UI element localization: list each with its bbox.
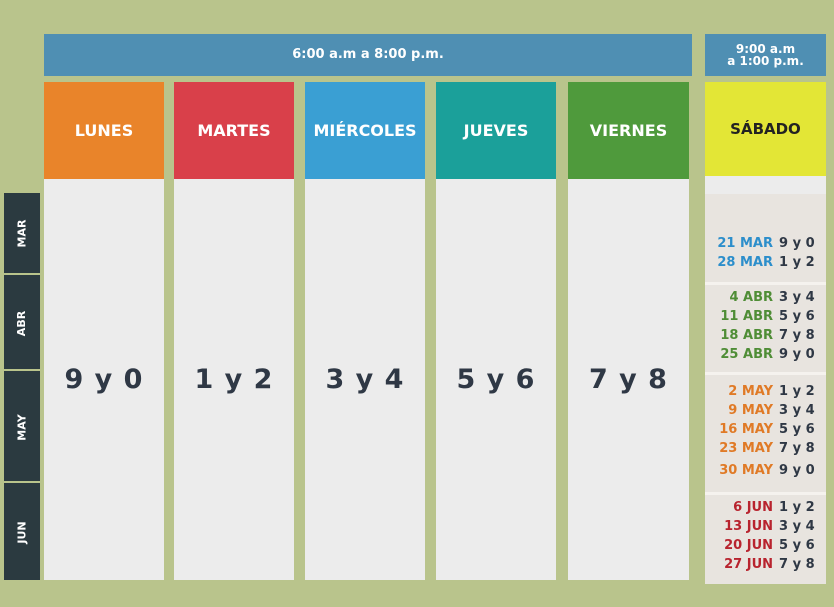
saturday-row: 11 ABR 5 y 6: [705, 307, 826, 326]
saturday-row: 13 JUN 3 y 4: [705, 517, 826, 536]
group-divider: [705, 282, 826, 285]
saturday-row: 30 MAY 9 y 0: [705, 461, 826, 480]
saturday-date: 30 MAY: [719, 463, 773, 478]
saturday-hours-line2: a 1:00 p.m.: [727, 54, 804, 68]
saturday-group-jun: 6 JUN 1 y 2 13 JUN 3 y 4 20 JUN 5 y 6 27 JU…: [705, 498, 826, 574]
saturday-digits: 1 y 2: [779, 255, 815, 270]
saturday-group-abr: 4 ABR 3 y 4 11 ABR 5 y 6 18 ABR 7 y 8 25 AB…: [705, 288, 826, 364]
saturday-date: 13 JUN: [724, 519, 773, 534]
saturday-row: 25 ABR 9 y 0: [705, 345, 826, 364]
saturday-gap: [705, 176, 826, 194]
saturday-digits: 9 y 0: [779, 347, 815, 362]
saturday-date: 25 ABR: [720, 347, 773, 362]
saturday-digits: 9 y 0: [779, 236, 815, 251]
group-divider: [705, 372, 826, 375]
saturday-digits: 5 y 6: [779, 309, 815, 324]
saturday-title: SÁBADO: [730, 120, 801, 138]
month-strip: MAR ABR MAY JUN: [4, 193, 40, 580]
day-digits-miercoles: 3 y 4: [325, 364, 405, 395]
day-header-jueves: JUEVES: [436, 82, 556, 191]
saturday-date: 20 JUN: [724, 538, 773, 553]
month-cell-jun: JUN: [4, 481, 40, 582]
saturday-digits: 1 y 2: [779, 384, 815, 399]
month-cell-may: MAY: [4, 369, 40, 483]
saturday-date: 6 JUN: [733, 500, 773, 515]
saturday-row: 9 MAY 3 y 4: [705, 401, 826, 420]
month-label-abr: ABR: [15, 310, 29, 336]
saturday-row: 28 MAR 1 y 2: [705, 253, 826, 272]
saturday-row: 4 ABR 3 y 4: [705, 288, 826, 307]
day-digits-viernes: 7 y 8: [589, 364, 668, 395]
day-column-jueves: 5 y 6: [436, 179, 556, 580]
day-digits-lunes: 9 y 0: [64, 364, 144, 395]
saturday-row: 21 MAR 9 y 0: [705, 234, 826, 253]
saturday-date: 9 MAY: [728, 403, 773, 418]
day-header-viernes: VIERNES: [568, 82, 689, 191]
saturday-row: 2 MAY 1 y 2: [705, 382, 826, 401]
saturday-digits: 7 y 8: [779, 441, 815, 456]
saturday-hours-bar: 9:00 a.m a 1:00 p.m.: [705, 34, 826, 76]
saturday-date: 11 ABR: [720, 309, 773, 324]
month-cell-abr: ABR: [4, 273, 40, 371]
saturday-row: 27 JUN 7 y 8: [705, 555, 826, 574]
saturday-date: 4 ABR: [729, 290, 773, 305]
saturday-digits: 3 y 4: [779, 290, 815, 305]
day-header-martes: MARTES: [174, 82, 294, 191]
saturday-header: SÁBADO: [705, 82, 826, 176]
weekday-hours-text: 6:00 a.m a 8:00 p.m.: [292, 47, 444, 62]
month-label-jun: JUN: [15, 521, 29, 544]
saturday-digits: 7 y 8: [779, 328, 815, 343]
saturday-row: 6 JUN 1 y 2: [705, 498, 826, 517]
day-name-miercoles: MIÉRCOLES: [313, 121, 417, 140]
day-column-lunes: 9 y 0: [44, 179, 164, 580]
day-name-lunes: LUNES: [74, 121, 134, 140]
saturday-date: 27 JUN: [724, 557, 773, 572]
saturday-panel: 21 MAR 9 y 0 28 MAR 1 y 2 4 ABR 3 y 4 11 AB…: [705, 194, 826, 584]
day-digits-jueves: 5 y 6: [456, 364, 536, 395]
day-header-lunes: LUNES: [44, 82, 164, 191]
saturday-digits: 1 y 2: [779, 500, 815, 515]
saturday-row: 20 JUN 5 y 6: [705, 536, 826, 555]
saturday-digits: 3 y 4: [779, 519, 815, 534]
day-column-viernes: 7 y 8: [568, 179, 689, 580]
day-column-miercoles: 3 y 4: [305, 179, 425, 580]
weekday-hours-bar: 6:00 a.m a 8:00 p.m.: [44, 34, 692, 76]
day-name-martes: MARTES: [197, 121, 271, 140]
month-label-may: MAY: [15, 413, 29, 441]
saturday-date: 16 MAY: [719, 422, 773, 437]
saturday-date: 2 MAY: [728, 384, 773, 399]
month-label-mar: MAR: [15, 219, 29, 247]
saturday-date: 18 ABR: [720, 328, 773, 343]
day-name-viernes: VIERNES: [589, 121, 668, 140]
saturday-group-may: 2 MAY 1 y 2 9 MAY 3 y 4 16 MAY 5 y 6 23 MAY…: [705, 382, 826, 480]
saturday-date: 21 MAR: [717, 236, 773, 251]
day-header-miercoles: MIÉRCOLES: [305, 82, 425, 191]
saturday-digits: 3 y 4: [779, 403, 815, 418]
saturday-row: 18 ABR 7 y 8: [705, 326, 826, 345]
saturday-hours-line1: 9:00 a.m: [735, 42, 796, 56]
day-digits-martes: 1 y 2: [194, 364, 274, 395]
saturday-row: 23 MAY 7 y 8: [705, 439, 826, 458]
group-divider: [705, 492, 826, 495]
day-name-jueves: JUEVES: [463, 121, 529, 140]
saturday-row: 16 MAY 5 y 6: [705, 420, 826, 439]
month-cell-mar: MAR: [4, 193, 40, 273]
day-column-martes: 1 y 2: [174, 179, 294, 580]
saturday-digits: 5 y 6: [779, 538, 815, 553]
saturday-digits: 7 y 8: [779, 557, 815, 572]
saturday-digits: 9 y 0: [779, 463, 815, 478]
saturday-digits: 5 y 6: [779, 422, 815, 437]
saturday-group-mar: 21 MAR 9 y 0 28 MAR 1 y 2: [705, 234, 826, 272]
saturday-date: 23 MAY: [719, 441, 773, 456]
saturday-date: 28 MAR: [717, 255, 773, 270]
